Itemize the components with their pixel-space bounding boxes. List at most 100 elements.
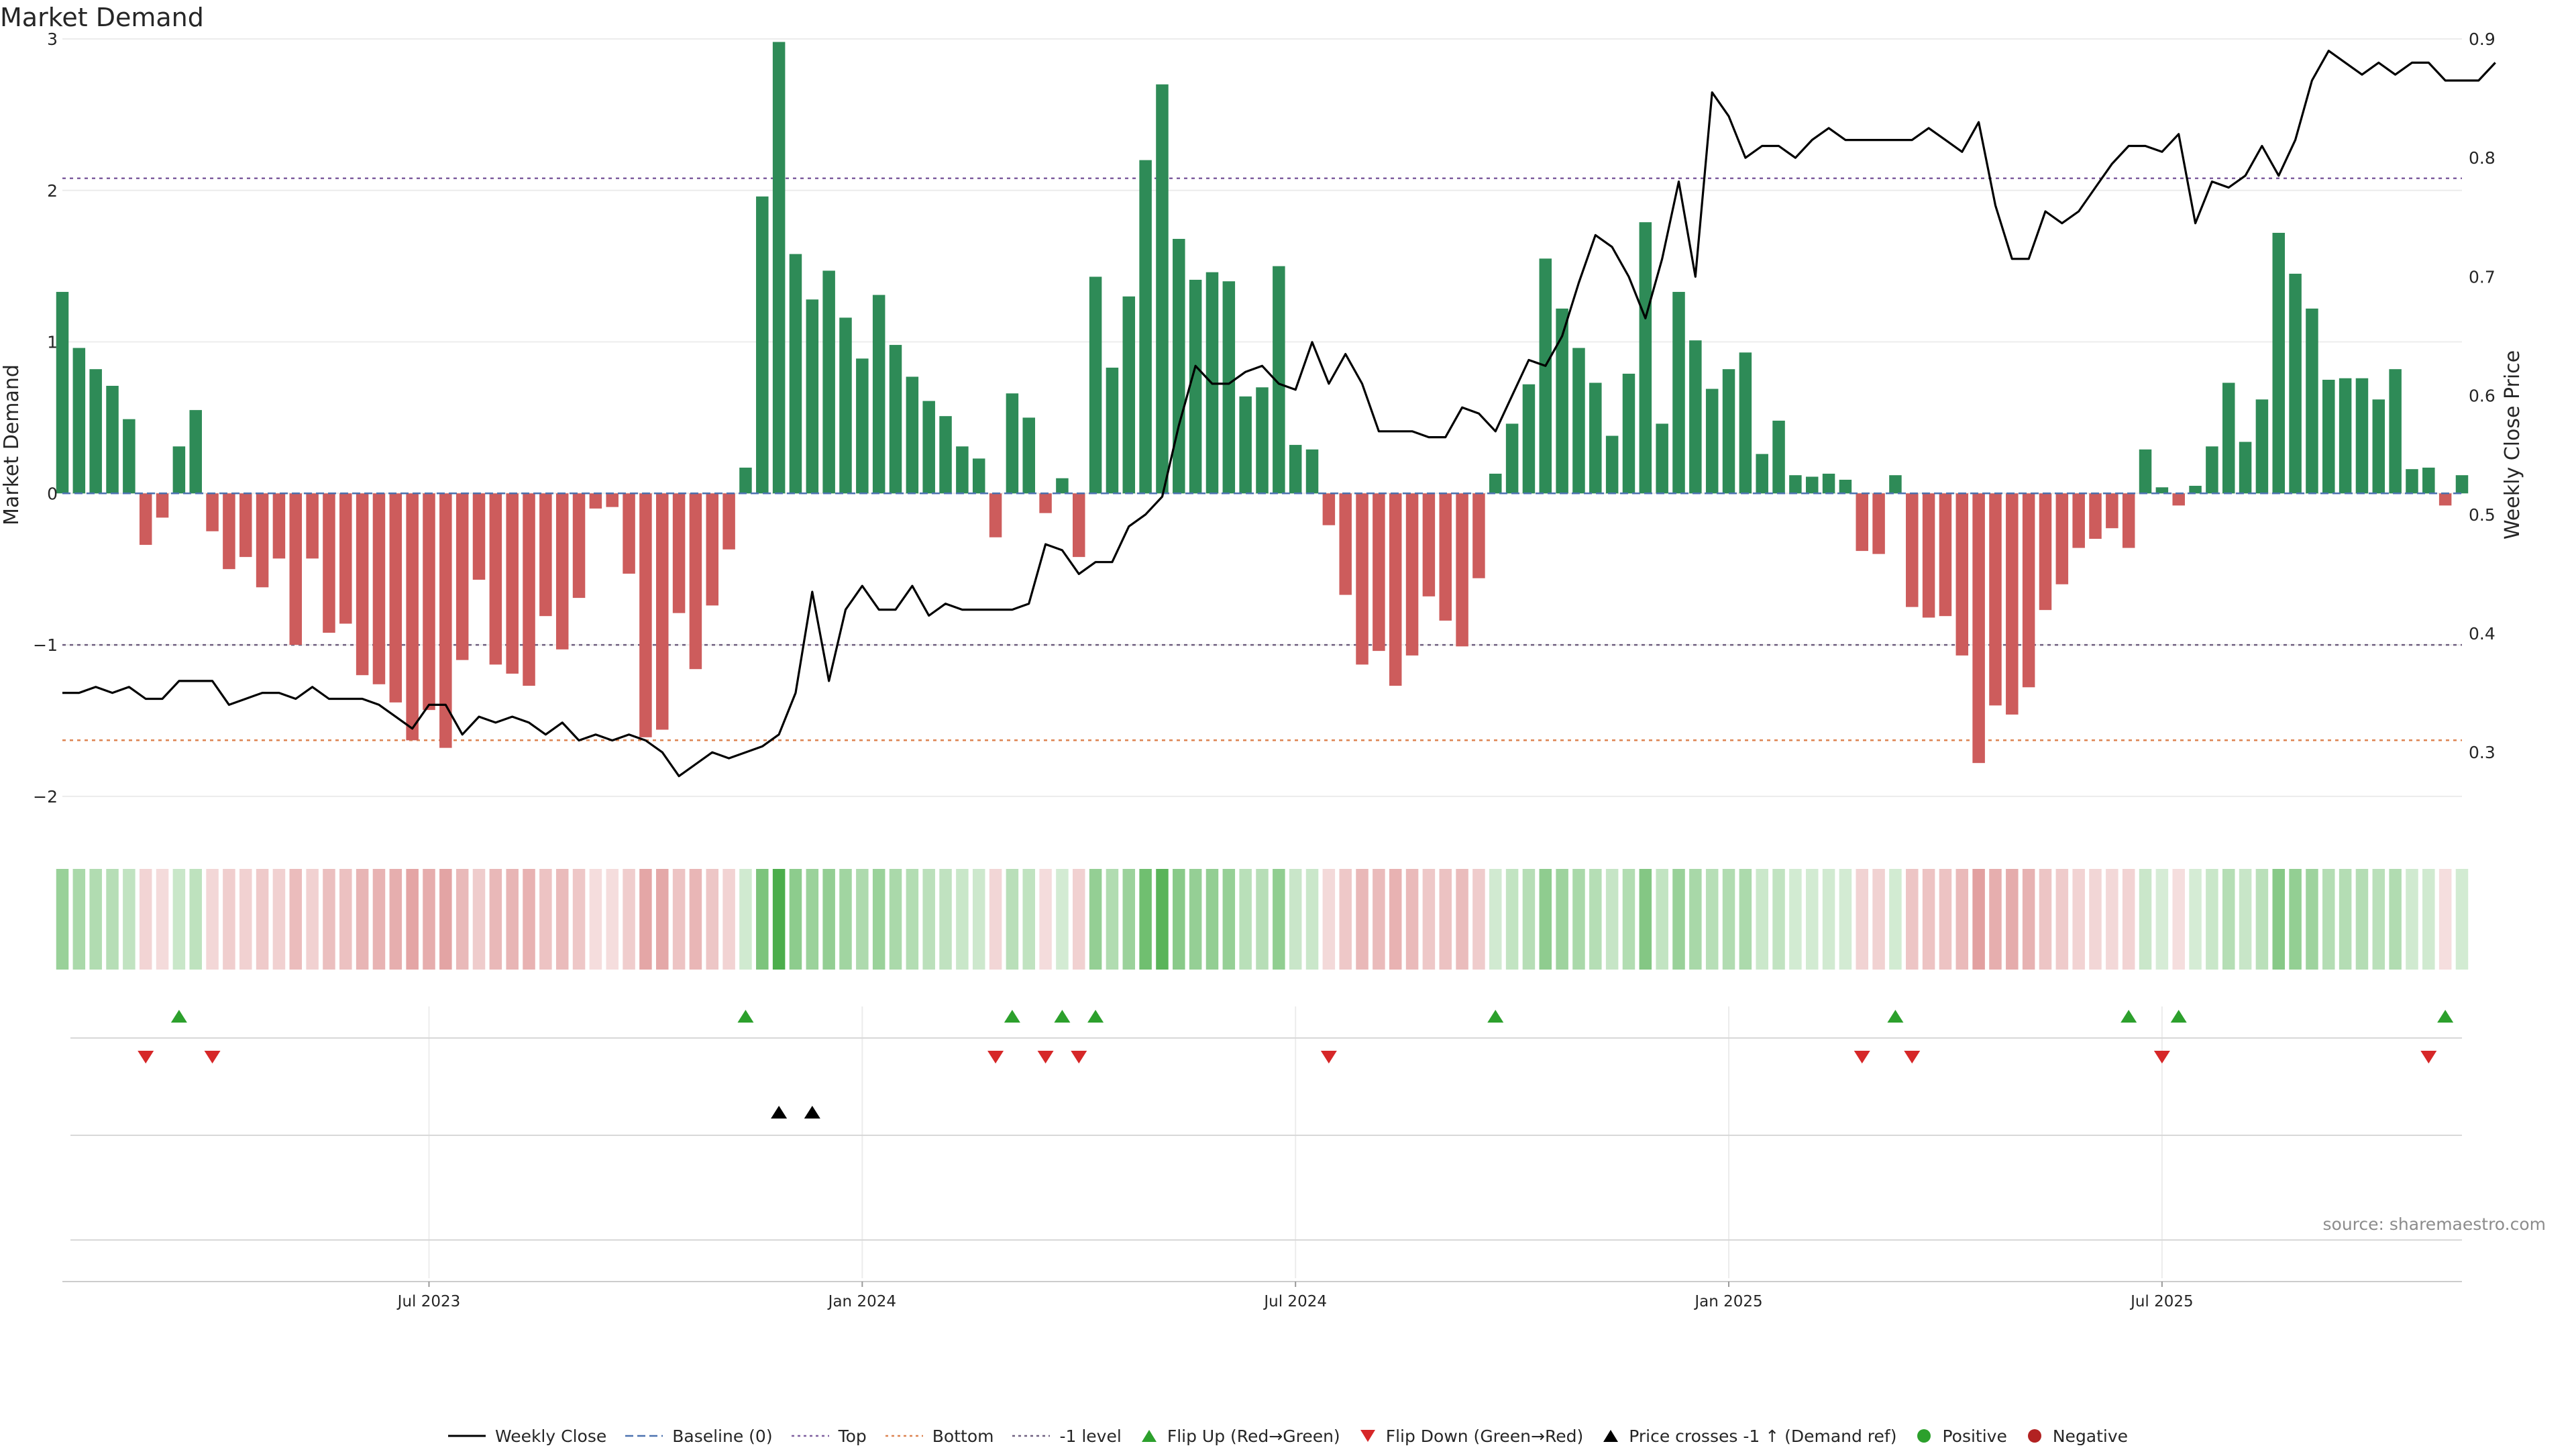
demand-bar-positive <box>822 270 835 494</box>
heat-cell <box>922 869 935 970</box>
demand-bar-negative <box>1356 493 1368 665</box>
heat-cell <box>2372 869 2385 970</box>
heat-cell <box>1472 869 1485 970</box>
heat-cell <box>1756 869 1768 970</box>
heat-cell <box>406 869 419 970</box>
heat-cell <box>1089 869 1102 970</box>
heat-cell <box>1505 869 1519 970</box>
demand-bar-positive <box>1639 222 1652 494</box>
demand-bar-negative <box>706 493 719 606</box>
demand-bar-negative <box>1339 493 1352 595</box>
demand-bar-negative <box>2022 493 2035 688</box>
demand-bar-positive <box>1539 258 1552 494</box>
flip-up-marker <box>2121 1010 2137 1023</box>
demand-bar-negative <box>2055 493 2069 584</box>
heat-cell <box>739 869 752 970</box>
demand-bar-positive <box>2372 399 2385 494</box>
heat-cell <box>1239 869 1252 970</box>
heat-cell <box>1589 869 1602 970</box>
heat-cell <box>2255 869 2269 970</box>
demand-bar-positive <box>1889 475 1902 494</box>
heat-cell <box>606 869 619 970</box>
heat-cell <box>1039 869 1052 970</box>
heat-cell <box>56 869 69 970</box>
heat-cell <box>1539 869 1552 970</box>
y2-tick-label: 0.8 <box>2469 148 2496 168</box>
demand-bar-negative <box>2072 493 2085 548</box>
legend-swatch-icon <box>791 1435 829 1437</box>
legend-item: -1 level <box>1012 1427 1122 1446</box>
demand-bar-negative <box>356 493 369 676</box>
x-tick-label: Jul 2025 <box>2129 1293 2194 1310</box>
heat-cell <box>2139 869 2152 970</box>
heat-cell <box>872 869 885 970</box>
weekly-close-line <box>62 50 2496 778</box>
demand-bar-positive <box>1772 420 1785 494</box>
demand-bar-positive <box>1305 449 1319 494</box>
demand-bar-positive <box>1656 423 1668 494</box>
heat-cell <box>2389 869 2402 970</box>
heat-cell <box>1989 869 2002 970</box>
heat-cell <box>589 869 602 970</box>
demand-bar-negative <box>1955 493 1969 656</box>
demand-bar-positive <box>806 299 819 494</box>
demand-bar-positive <box>1122 296 1136 494</box>
heat-cell <box>472 869 486 970</box>
flip-up-marker <box>1004 1010 1020 1023</box>
y-tick-label: 1 <box>47 333 58 352</box>
flip-up-marker <box>1054 1010 1071 1023</box>
demand-bar-negative <box>623 493 635 574</box>
heat-cell <box>2455 869 2469 970</box>
heat-cell <box>1572 869 1585 970</box>
demand-bar-negative <box>1039 493 1052 513</box>
heat-cell <box>2406 869 2418 970</box>
demand-bar-negative <box>1422 493 1436 597</box>
legend-swatch-icon <box>1603 1430 1619 1442</box>
heat-cell <box>139 869 152 970</box>
demand-bar-positive <box>772 42 786 494</box>
demand-bar-positive <box>839 317 852 494</box>
heat-cell <box>1672 869 1685 970</box>
demand-bar-positive <box>189 410 202 494</box>
demand-bar-negative <box>1856 493 1868 552</box>
legend-item: Baseline (0) <box>625 1427 773 1446</box>
legend-swatch-icon <box>1141 1430 1157 1442</box>
heat-cell <box>539 869 552 970</box>
demand-bar-positive <box>1689 340 1702 494</box>
demand-bar-positive <box>1022 417 1035 494</box>
demand-bar-negative <box>989 493 1002 537</box>
heat-cell <box>1022 869 1035 970</box>
heat-cell <box>2039 869 2052 970</box>
demand-bar-negative <box>1872 493 1885 554</box>
heat-cell <box>1256 869 1269 970</box>
legend-item: Weekly Close <box>447 1427 606 1446</box>
heat-cell <box>1689 869 1702 970</box>
heat-cell <box>239 869 252 970</box>
demand-bar-positive <box>789 254 802 494</box>
flip-down-marker <box>138 1051 154 1064</box>
heat-cell <box>506 869 519 970</box>
heat-cell <box>455 869 469 970</box>
demand-bar-negative <box>2172 493 2185 506</box>
y2-tick-label: 0.7 <box>2469 267 2496 287</box>
demand-bar-positive <box>739 467 752 494</box>
flip-up-marker <box>2437 1010 2454 1023</box>
flip-down-marker <box>204 1051 221 1064</box>
legend-label: Price crosses -1 ↑ (Demand ref) <box>1629 1426 1897 1446</box>
heat-cell <box>2172 869 2185 970</box>
heat-cell <box>1656 869 1668 970</box>
legend-label: Flip Up (Red→Green) <box>1167 1426 1340 1446</box>
x-tick-label: Jan 2025 <box>1693 1293 1762 1310</box>
heat-cell <box>672 869 686 970</box>
heat-cell <box>1805 869 1819 970</box>
heat-cell <box>106 869 119 970</box>
demand-bar-positive <box>1722 369 1735 494</box>
heat-cell <box>439 869 452 970</box>
demand-bar-positive <box>2289 273 2302 494</box>
flip-up-marker <box>170 1010 187 1023</box>
y-tick-label: −1 <box>33 635 58 655</box>
heat-cell <box>2106 869 2118 970</box>
heat-cell <box>2055 869 2069 970</box>
demand-bar-negative <box>606 493 619 507</box>
flip-up-marker <box>1487 1010 1504 1023</box>
